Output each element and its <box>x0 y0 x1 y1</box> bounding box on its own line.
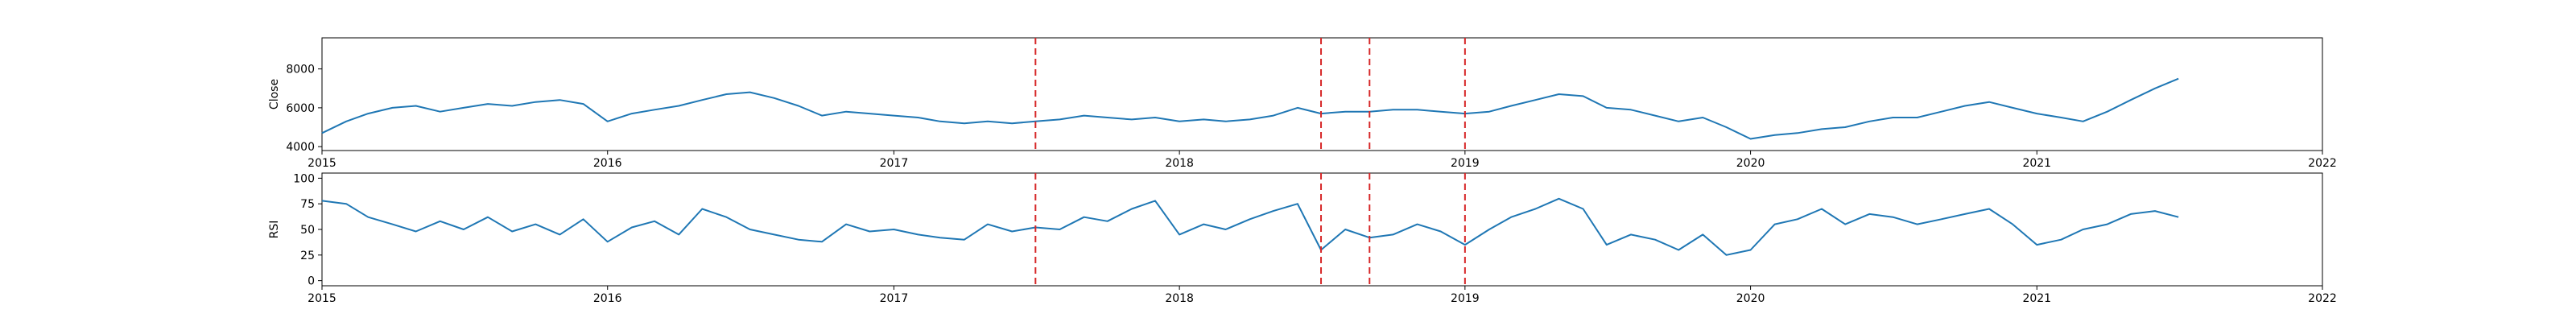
close-x-tick-label: 2017 <box>880 157 909 170</box>
rsi-y-tick-label: 25 <box>300 250 315 262</box>
close-x-tick-label: 2015 <box>308 157 336 170</box>
rsi-x-tick-label: 2020 <box>1736 292 1765 305</box>
rsi-panel: RSI 2015 2016 2017 2018 2019 2020 2021 2022 0 25 5… <box>268 172 2337 305</box>
rsi-x-tick-label: 2017 <box>880 292 909 305</box>
rsi-series-line <box>321 197 2179 256</box>
rsi-x-tick-label: 2018 <box>1165 292 1194 305</box>
rsi-ylabel: RSI <box>268 221 281 239</box>
close-price-panel: Close 2015 2016 2017 2018 2019 2020 2021 2022 40… <box>268 37 2337 170</box>
close-y-tick-label: 8000 <box>286 64 315 76</box>
rsi-x-tick-label: 2016 <box>593 292 622 305</box>
close-series-line <box>321 77 2179 140</box>
rsi-y-tick-label: 0 <box>308 275 315 288</box>
close-x-tick-label: 2021 <box>2022 157 2051 170</box>
rsi-y-tick-label: 75 <box>300 198 315 211</box>
close-ylabel: Close <box>268 79 281 109</box>
close-x-tick-label: 2022 <box>2308 157 2337 170</box>
close-y-tick-label: 6000 <box>286 102 315 115</box>
rsi-x-tick-label: 2015 <box>308 292 336 305</box>
close-x-tick-label: 2018 <box>1165 157 1194 170</box>
rsi-y-tick-label: 50 <box>300 224 315 237</box>
rsi-y-tick-label: 100 <box>293 172 315 185</box>
close-y-tick-label: 4000 <box>286 141 315 154</box>
close-x-tick-label: 2016 <box>593 157 622 170</box>
close-x-tick-label: 2020 <box>1736 157 1765 170</box>
close-x-tick-label: 2019 <box>1451 157 1480 170</box>
close-plot-frame <box>321 37 2323 151</box>
rsi-x-tick-label: 2021 <box>2022 292 2051 305</box>
rsi-x-tick-label: 2022 <box>2308 292 2337 305</box>
rsi-x-tick-label: 2019 <box>1451 292 1480 305</box>
